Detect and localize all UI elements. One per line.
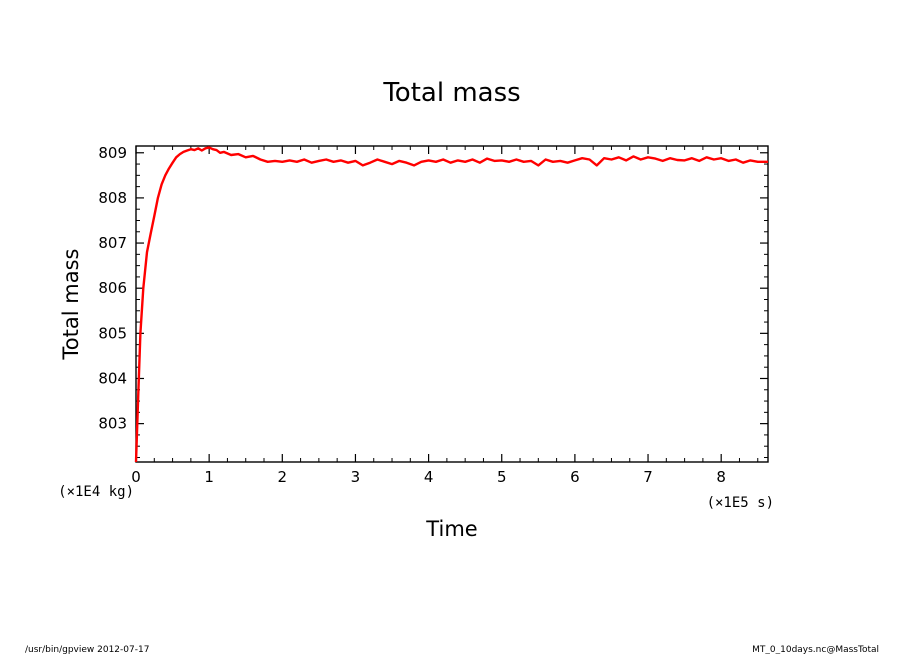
axis-tick-labels: 0 1 2 3 4 5 6 7 8 803 804 805 806 807 808 809: [98, 144, 726, 486]
x-tick-label: 1: [204, 468, 214, 486]
y-tick-label: 806: [98, 279, 127, 297]
x-axis-label: Time: [425, 517, 477, 541]
axis-ticks: [135, 146, 768, 462]
y-tick-label: 808: [98, 189, 127, 207]
y-tick-label: 803: [98, 415, 127, 433]
footer-data-source: MT_0_10days.nc@MassTotal: [752, 645, 879, 654]
plot-frame: [135, 145, 769, 463]
x-axis-unit-label: (×1E5 s): [707, 495, 774, 511]
y-axis-label: Total mass: [59, 249, 83, 361]
x-tick-label: 5: [497, 468, 507, 486]
y-tick-label: 805: [98, 324, 127, 342]
x-tick-label: 8: [716, 468, 726, 486]
chart-title: Total mass: [382, 78, 520, 108]
x-tick-label: 3: [351, 468, 361, 486]
series-line-total-mass: [134, 146, 768, 463]
y-tick-label: 809: [98, 144, 127, 162]
x-tick-label: 0: [131, 468, 141, 486]
x-tick-label: 4: [424, 468, 434, 486]
x-tick-label: 2: [278, 468, 288, 486]
y-tick-label: 807: [98, 234, 127, 252]
footer-program-date: /usr/bin/gpview 2012-07-17: [25, 645, 149, 654]
y-tick-label: 804: [98, 369, 127, 387]
y-axis-unit-label: (×1E4 kg): [58, 484, 134, 500]
x-tick-label: 7: [643, 468, 653, 486]
x-tick-label: 6: [570, 468, 580, 486]
